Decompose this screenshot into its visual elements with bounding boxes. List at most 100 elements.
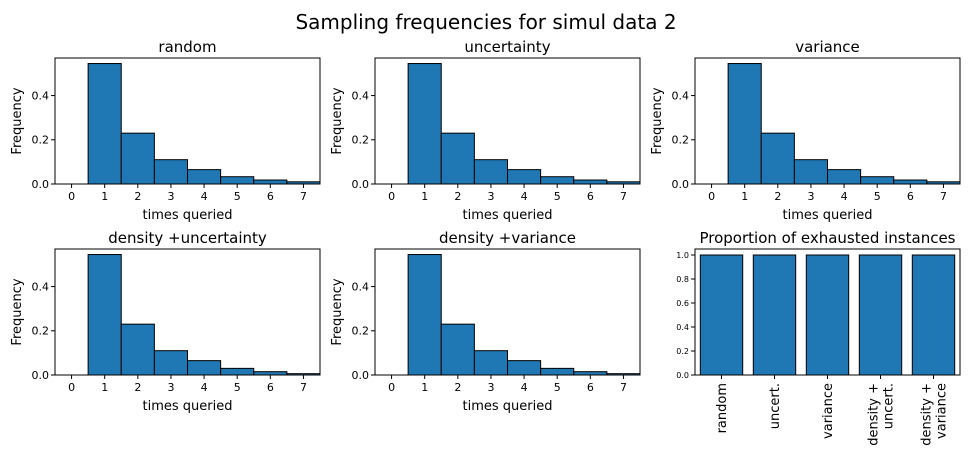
x-tick-label: density +variance	[920, 383, 950, 446]
axes-frame	[374, 57, 641, 185]
axes-frame	[54, 248, 321, 376]
x-tick-label: 1	[101, 381, 108, 394]
y-tick-label: 0.4	[32, 90, 50, 103]
bar	[752, 254, 797, 376]
y-tick-label: 0.2	[672, 134, 690, 147]
x-tick-label: 6	[267, 381, 274, 394]
x-axis-label: times queried	[143, 208, 233, 223]
subplot-title: uncertainty	[464, 38, 550, 56]
bar	[699, 254, 744, 376]
x-tick-label: 1	[421, 190, 428, 203]
y-tick-label: 0.2	[32, 325, 50, 338]
x-tick-label: 3	[807, 190, 814, 203]
y-tick-label: 0.4	[32, 281, 50, 294]
bar	[860, 176, 895, 185]
x-tick-label: uncert.	[768, 383, 783, 429]
x-tick-label: 7	[620, 190, 627, 203]
bar	[893, 179, 928, 185]
x-axis-label: times queried	[143, 399, 233, 414]
x-tick-label: 2	[774, 190, 781, 203]
x-tick-label: 6	[267, 190, 274, 203]
subplot-title: density +variance	[439, 229, 576, 247]
bar	[187, 360, 222, 376]
x-tick-label: 4	[841, 190, 848, 203]
subplot-6: Proportion of exhausted instances 0.0 0.2 0…	[676, 229, 961, 446]
y-tick-label: 0.2	[32, 134, 50, 147]
y-axis-label: Frequency	[330, 87, 345, 154]
x-tick-label: 3	[167, 190, 174, 203]
y-tick-label: 0.0	[352, 178, 370, 191]
x-tick-label: 0	[68, 190, 75, 203]
x-tick-label: 7	[300, 381, 307, 394]
subplot-5: density +variance 0.0 0.2 0.4 0 1 2 3 4 5 6 7 times …	[330, 229, 641, 414]
x-tick-label: 6	[907, 190, 914, 203]
bar	[827, 169, 862, 185]
bar	[540, 176, 575, 185]
x-axis-label: times queried	[463, 399, 553, 414]
bar	[760, 132, 795, 185]
x-tick-label: 2	[454, 381, 461, 394]
figure-title: Sampling frequencies for simul data 2	[295, 10, 676, 34]
x-tick-label: random	[715, 383, 730, 433]
subplot-4: density +uncertainty 0.0 0.2 0.4 0 1 2 3 4 5 6 7 tim…	[10, 229, 321, 414]
x-tick-label: density +uncert.	[867, 383, 897, 446]
y-tick-label: 0.0	[676, 371, 689, 380]
x-tick-label: 1	[101, 190, 108, 203]
bar	[440, 323, 475, 376]
y-tick-label: 0.4	[352, 281, 370, 294]
subplot-3: variance 0.0 0.2 0.4 0 1 2 3 4 5 6 7 times queried Fr…	[650, 38, 961, 223]
x-tick-label: 1	[741, 190, 748, 203]
bar	[473, 350, 508, 376]
x-tick-label: 4	[201, 190, 208, 203]
x-tick-label: 2	[454, 190, 461, 203]
x-tick-label: 0	[708, 190, 715, 203]
y-axis-label: Frequency	[330, 278, 345, 345]
bar	[153, 350, 188, 376]
x-tick-label: 5	[874, 190, 881, 203]
bar	[573, 179, 608, 185]
x-tick-label: 0	[388, 190, 395, 203]
x-tick-label: 5	[234, 190, 241, 203]
bar	[407, 254, 442, 376]
y-tick-label: 0.0	[32, 178, 50, 191]
y-tick-label: 0.4	[672, 90, 690, 103]
bar	[120, 132, 155, 185]
bar	[911, 254, 956, 376]
bar	[187, 169, 222, 185]
bar	[220, 176, 255, 185]
x-tick-label: 7	[620, 381, 627, 394]
axes-frame	[694, 57, 961, 185]
y-tick-label: 1.0	[676, 251, 689, 260]
bar	[507, 360, 542, 376]
subplot-1: random 0.0 0.2 0.4 0 1 2 3 4 5 6 7 times queried Freq…	[10, 38, 321, 223]
x-tick-label: 4	[521, 190, 528, 203]
y-tick-label: 0.6	[676, 299, 689, 308]
x-tick-label: 2	[134, 190, 141, 203]
x-axis-label: times queried	[783, 208, 873, 223]
x-tick-label: 0	[68, 381, 75, 394]
y-tick-label: 0.2	[676, 347, 689, 356]
x-tick-label: 5	[234, 381, 241, 394]
bar	[540, 367, 575, 376]
bar	[727, 63, 762, 185]
x-tick-label: 6	[587, 190, 594, 203]
bar	[87, 63, 122, 185]
bar	[153, 159, 188, 185]
bar	[805, 254, 850, 376]
x-tick-label: 2	[134, 381, 141, 394]
bar	[253, 179, 288, 185]
bar	[793, 159, 828, 185]
bar	[507, 169, 542, 185]
subplot-title: density +uncertainty	[108, 229, 267, 247]
y-tick-label: 0.0	[672, 178, 690, 191]
subplot-title: random	[158, 38, 216, 56]
y-tick-label: 0.2	[352, 325, 370, 338]
x-tick-label: 7	[940, 190, 947, 203]
subplot-2: uncertainty 0.0 0.2 0.4 0 1 2 3 4 5 6 7 times querie…	[330, 38, 641, 223]
x-tick-label: 3	[487, 190, 494, 203]
bar	[120, 323, 155, 376]
x-tick-label: 4	[521, 381, 528, 394]
y-tick-label: 0.8	[676, 275, 689, 284]
x-axis-label: times queried	[463, 208, 553, 223]
